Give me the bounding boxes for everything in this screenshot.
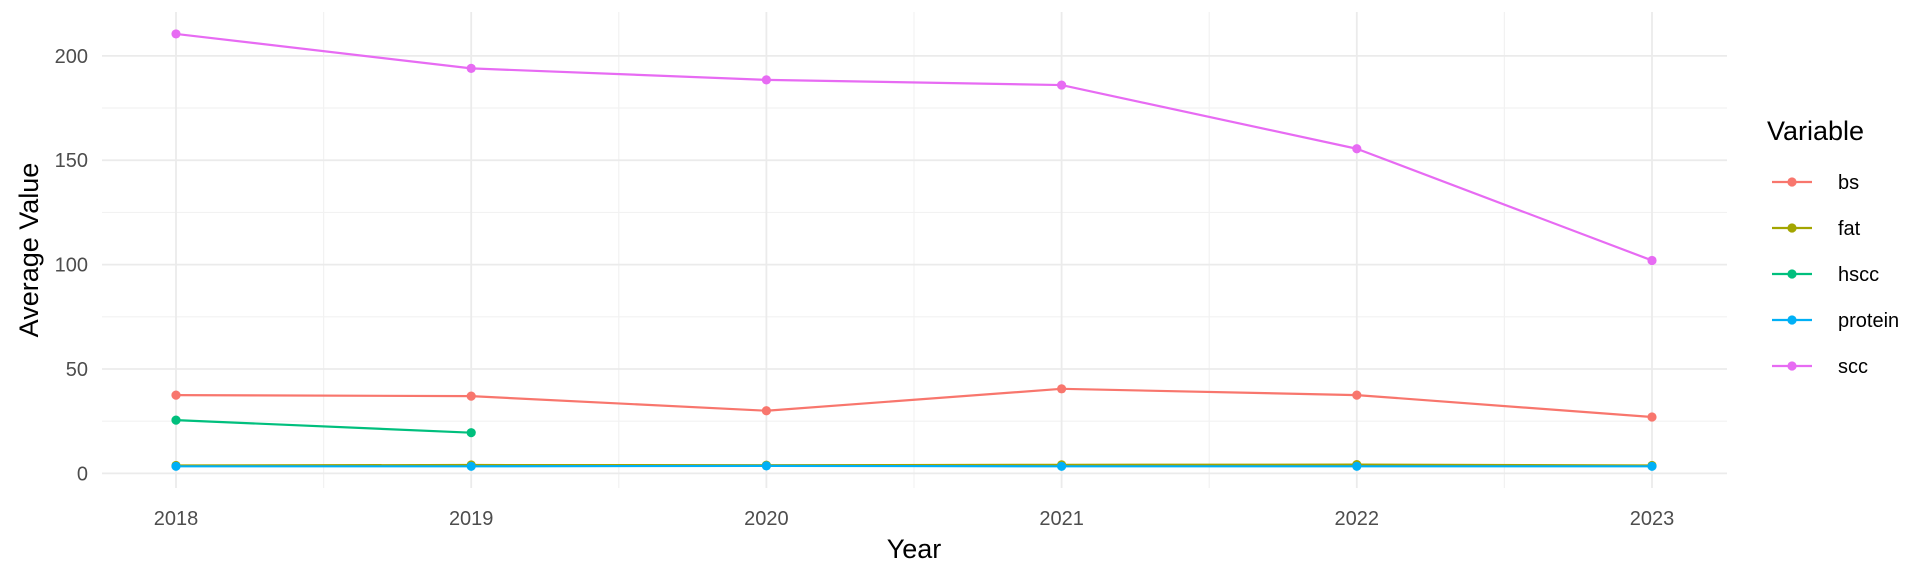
data-point-bs: [1352, 390, 1362, 400]
y-tick-label: 0: [77, 463, 88, 485]
series-lines: [175, 32, 1653, 468]
legend-label-protein: protein: [1838, 310, 1899, 332]
y-axis-title: Average Value: [14, 163, 44, 338]
data-point-protein: [1647, 461, 1657, 471]
data-point-protein: [761, 461, 772, 471]
x-tick-label: 2021: [1039, 508, 1084, 530]
data-point-hscc: [466, 428, 476, 438]
data-point-protein: [466, 461, 476, 471]
x-tick-label: 2023: [1630, 508, 1675, 530]
y-axis-ticks: 0 50 100 150 200: [55, 46, 88, 486]
legend-key-point-scc: [1787, 361, 1797, 371]
data-point-scc: [1352, 144, 1362, 154]
data-point-protein: [171, 461, 181, 471]
y-tick-label: 200: [55, 46, 88, 68]
data-point-scc: [1647, 255, 1657, 266]
y-tick-label: 50: [66, 359, 88, 381]
series-line-hscc: [175, 419, 472, 434]
data-point-scc: [1057, 80, 1067, 90]
legend-key-point-bs: [1787, 177, 1797, 187]
legend: Variable bs fat hscc protein scc: [1767, 116, 1899, 378]
legend-title: Variable: [1767, 116, 1864, 146]
data-point-scc: [761, 75, 772, 85]
legend-label-scc: scc: [1838, 356, 1868, 378]
x-tick-label: 2018: [154, 508, 199, 530]
data-point-protein: [1057, 461, 1067, 471]
legend-key-point-hscc: [1787, 269, 1797, 279]
data-point-protein: [1352, 461, 1362, 471]
x-tick-label: 2022: [1335, 508, 1380, 530]
data-point-bs: [1647, 412, 1657, 422]
x-tick-label: 2020: [744, 508, 789, 530]
legend-label-fat: fat: [1838, 218, 1861, 240]
legend-key-point-protein: [1787, 315, 1797, 325]
y-tick-label: 100: [55, 255, 88, 277]
data-point-scc: [466, 63, 476, 73]
data-point-hscc: [171, 415, 181, 425]
x-axis-ticks: 2018 2019 2020 2021 2022 2023: [154, 508, 1675, 530]
series-line-bs: [175, 387, 1653, 419]
data-point-bs: [761, 406, 772, 416]
data-point-bs: [466, 391, 476, 401]
legend-key-point-fat: [1787, 223, 1797, 233]
data-point-bs: [171, 390, 181, 400]
data-point-bs: [1057, 384, 1067, 394]
data-points: [171, 29, 1657, 471]
series-line-scc: [175, 32, 1653, 262]
legend-label-bs: bs: [1838, 172, 1859, 194]
x-tick-label: 2019: [449, 508, 494, 530]
grid: [102, 12, 1727, 488]
legend-label-hscc: hscc: [1838, 264, 1879, 286]
y-tick-label: 150: [55, 150, 88, 172]
data-point-scc: [171, 29, 181, 39]
x-axis-title: Year: [887, 534, 942, 564]
